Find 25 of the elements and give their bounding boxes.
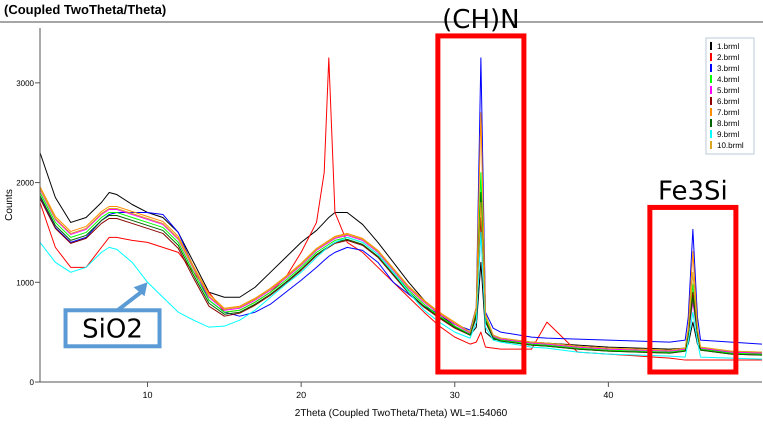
- x-tick-label: 40: [603, 390, 614, 400]
- legend-label: 6.brml: [717, 97, 740, 106]
- legend-label: 5.brml: [717, 86, 740, 95]
- legend-label: 9.brml: [717, 130, 740, 139]
- legend-label: 1.brml: [717, 42, 740, 51]
- annotation: Fe3Si: [658, 176, 728, 206]
- y-tick-label: 1000: [16, 278, 35, 288]
- chart-title: (Coupled TwoTheta/Theta): [4, 2, 166, 17]
- y-tick-label: 3000: [16, 78, 35, 88]
- legend-label: 10.brml: [717, 141, 744, 150]
- y-tick-label: 2000: [16, 178, 35, 188]
- annotation: SiO2: [82, 314, 143, 344]
- x-tick-label: 30: [450, 390, 460, 400]
- x-tick-label: 20: [296, 390, 306, 400]
- y-tick-label: 0: [30, 378, 35, 387]
- legend-label: 2.brml: [717, 53, 740, 62]
- legend-label: 8.brml: [717, 119, 740, 128]
- line-series: [40, 232, 762, 360]
- x-tick-label: 10: [142, 390, 153, 400]
- annotation: (CH)N: [442, 4, 520, 35]
- y-axis-title: Counts: [4, 189, 15, 221]
- legend-label: 4.brml: [717, 75, 740, 84]
- legend-label: 7.brml: [717, 108, 740, 117]
- legend-label: 3.brml: [717, 64, 740, 73]
- x-axis-title: 2Theta (Coupled TwoTheta/Theta) WL=1.54060: [294, 408, 508, 419]
